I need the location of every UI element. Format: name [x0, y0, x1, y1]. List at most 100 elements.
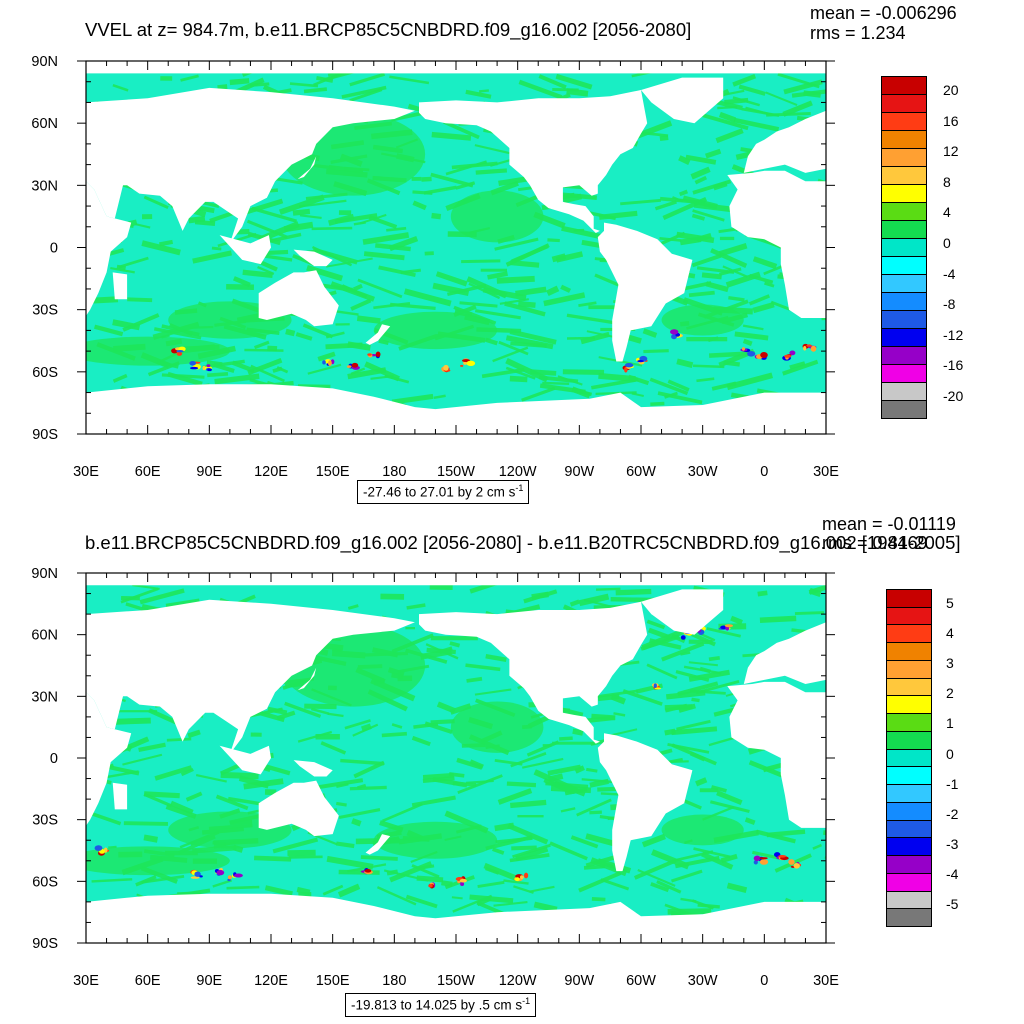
field-streak [449, 703, 472, 715]
field-streak [763, 264, 785, 276]
colorbar-swatch [881, 310, 927, 329]
field-streak [824, 830, 826, 839]
field-streak [251, 206, 298, 223]
field-streak [562, 369, 605, 376]
field-streak [456, 757, 483, 770]
field-streak [357, 278, 403, 299]
field-streak [185, 791, 203, 802]
x-tick-label: 150W [437, 464, 475, 480]
field-streak [824, 854, 826, 868]
field-streak [692, 179, 732, 195]
field-streak [477, 880, 505, 888]
field-streak [595, 391, 637, 395]
field-streak [250, 364, 285, 383]
colorbar-swatch [886, 784, 932, 803]
field-streak [690, 166, 711, 180]
field-streak [117, 736, 150, 754]
field-streak [688, 661, 718, 667]
field-streak [466, 676, 483, 683]
colorbar-label: -5 [946, 896, 959, 913]
field-streak [239, 198, 284, 217]
field-streak [376, 886, 417, 906]
field-streak [147, 361, 180, 377]
field-streak [646, 663, 678, 680]
field-streak [529, 885, 555, 893]
field-streak [600, 878, 630, 891]
field-streak [542, 744, 552, 747]
field-streak [86, 810, 122, 826]
field-streak [598, 372, 636, 383]
field-streak [560, 284, 571, 293]
colorbar-swatch [881, 220, 927, 239]
map-field [86, 61, 826, 434]
colorbar-swatch [886, 606, 932, 626]
field-streak [679, 189, 689, 197]
x-tick-label: 0 [760, 973, 768, 989]
colorbar-swatch [881, 364, 927, 383]
field-streak [461, 259, 501, 264]
field-streak [689, 689, 726, 695]
field-streak [284, 701, 322, 719]
field-streak [539, 383, 586, 395]
field-streak [91, 878, 133, 883]
rms-stat: rms = 1.234 [810, 23, 906, 43]
field-streak [694, 175, 708, 185]
field-streak [581, 778, 613, 784]
panel-title: VVEL at z= 984.7m, b.e11.BRCP85C5CNBDRD.… [85, 19, 692, 40]
field-streak [692, 209, 725, 222]
field-streak [505, 335, 554, 350]
ocean-velocity-map: 30E 60E 90E 120E 150E 180 150W 120W 90W 60W 30W 0 30… [31, 54, 839, 480]
field-streak [466, 276, 508, 299]
field-streak [303, 87, 328, 94]
field-streak [724, 89, 745, 96]
eddy-hotspot [227, 875, 232, 880]
x-tick-label: 150W [437, 973, 475, 989]
field-streak [812, 843, 822, 850]
colorbar-swatch [881, 256, 927, 275]
field-streak [509, 329, 557, 345]
field-streak [591, 897, 606, 902]
field-streak [717, 105, 738, 110]
field-streak [363, 251, 405, 261]
land-mask [86, 87, 415, 244]
field-streak [226, 885, 260, 890]
field-streak [509, 853, 550, 863]
land-mask [86, 181, 132, 316]
field-streak [680, 897, 697, 903]
field-streak [311, 226, 353, 231]
field-streak [479, 89, 489, 93]
y-tick-label: 90N [31, 54, 58, 70]
colorbar-label: 4 [946, 624, 954, 641]
field-streak [507, 823, 549, 845]
field-region [450, 190, 544, 243]
x-tick-label: 180 [382, 464, 406, 480]
colorbar-label: 20 [943, 82, 959, 98]
field-streak [689, 751, 706, 762]
field-streak [422, 776, 455, 783]
field-streak [292, 254, 315, 267]
field-streak [641, 833, 666, 848]
field-streak [718, 242, 748, 257]
x-tick-label: 120W [499, 464, 537, 480]
field-streak [512, 843, 551, 859]
eddy-hotspot [784, 354, 792, 358]
field-streak [783, 79, 823, 95]
field-streak [362, 232, 410, 245]
colorbar-swatch [886, 890, 932, 910]
field-streak [257, 266, 275, 276]
colorbar-label: -3 [946, 835, 959, 852]
field-streak [637, 869, 676, 887]
eddy-hotspot [788, 859, 795, 865]
eddy-hotspot [680, 635, 686, 640]
land-mask [291, 156, 317, 182]
x-tick-label: 30E [813, 464, 839, 480]
field-streak [548, 773, 564, 783]
x-tick-label: 60E [135, 973, 161, 989]
field-streak [165, 598, 200, 608]
field-streak [341, 85, 387, 99]
field-streak [547, 764, 582, 776]
ocean-velocity-difference-map: 30E 60E 90E 120E 150E 180 150W 120W 90W 60W 30W 0 30… [31, 566, 839, 989]
field-streak [220, 771, 259, 780]
x-tick-label: 120E [254, 464, 288, 480]
x-tick-label: 60W [626, 973, 656, 989]
